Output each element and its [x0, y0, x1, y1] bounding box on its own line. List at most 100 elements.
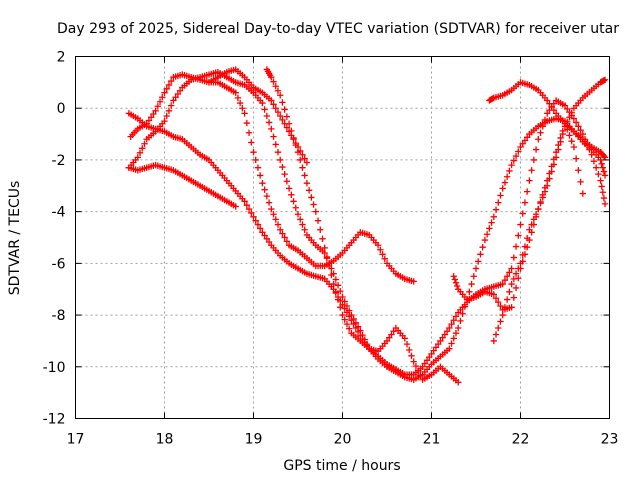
data-point: [252, 217, 259, 224]
data-point: [414, 367, 422, 374]
series-9: [486, 79, 609, 179]
data-point: [170, 97, 177, 104]
data-point: [386, 334, 393, 341]
data-point: [499, 185, 506, 192]
data-point: [495, 199, 502, 206]
data-point: [475, 258, 482, 265]
data-point: [150, 110, 157, 118]
data-point: [303, 180, 311, 187]
series-1: [127, 71, 417, 285]
data-point: [348, 317, 355, 324]
data-point: [263, 192, 271, 200]
data-point: [259, 229, 266, 236]
data-point: [319, 235, 326, 242]
data-point: [446, 345, 453, 352]
y-axis-ticks: -12 -10 -8 -6 -4 -2 0 2: [43, 50, 610, 428]
data-point: [261, 232, 268, 239]
data-point: [457, 317, 464, 325]
data-point: [501, 276, 509, 284]
data-point: [294, 211, 302, 218]
data-point: [503, 173, 511, 180]
data-point: [544, 177, 551, 184]
data-point: [279, 230, 286, 237]
data-point: [334, 282, 342, 289]
data-point: [176, 87, 184, 94]
data-point: [337, 304, 344, 311]
x-tick-label: 20: [334, 432, 352, 448]
data-point: [163, 112, 170, 120]
data-point: [283, 113, 291, 120]
data-point: [508, 304, 515, 311]
data-point: [321, 244, 328, 252]
data-point: [590, 158, 598, 165]
x-tick-label: 21: [423, 432, 441, 448]
data-point: [430, 347, 437, 354]
data-point: [537, 129, 544, 136]
data-point: [308, 194, 315, 201]
data-point: [254, 221, 262, 228]
data-point: [598, 160, 605, 168]
data-point: [332, 288, 340, 295]
data-point: [277, 226, 284, 233]
data-point: [446, 324, 453, 332]
data-point: [272, 83, 279, 90]
data-point: [535, 136, 542, 143]
data-point: [428, 350, 435, 358]
data-point: [495, 298, 502, 306]
y-tick-label: -10: [43, 360, 66, 376]
data-point: [600, 152, 608, 160]
data-point: [243, 119, 251, 127]
data-point: [452, 279, 460, 286]
data-point: [492, 331, 500, 338]
data-point: [388, 331, 395, 338]
data-point: [510, 254, 518, 261]
y-tick-label: 0: [57, 101, 66, 117]
data-point: [459, 310, 466, 317]
data-point: [288, 191, 295, 199]
data-point: [341, 316, 348, 323]
data-point: [301, 155, 308, 162]
data-point: [561, 102, 569, 109]
data-point: [299, 164, 306, 171]
data-point: [265, 238, 273, 246]
data-point: [455, 379, 462, 386]
series-2: [125, 68, 609, 383]
data-point: [265, 199, 273, 206]
data-point: [599, 164, 607, 171]
data-point: [572, 119, 580, 126]
data-point: [152, 107, 159, 114]
data-point: [270, 211, 277, 218]
data-point: [501, 304, 509, 311]
data-point: [512, 270, 520, 277]
data-point: [341, 305, 348, 312]
data-point: [301, 226, 308, 233]
data-point: [354, 328, 362, 336]
data-point: [450, 335, 457, 342]
data-point: [167, 77, 175, 85]
data-point: [572, 155, 580, 162]
data-point: [570, 115, 578, 122]
data-point: [512, 284, 520, 292]
data-point: [161, 89, 168, 96]
data-point: [252, 156, 259, 164]
data-point: [501, 179, 509, 186]
data-point: [165, 107, 173, 114]
data-point: [535, 205, 542, 213]
data-point: [600, 194, 608, 202]
data-point: [410, 358, 417, 365]
data-point: [408, 352, 415, 359]
data-point: [332, 276, 340, 283]
data-point: [523, 188, 531, 195]
data-point: [541, 116, 549, 124]
data-point: [281, 234, 288, 241]
data-point: [381, 255, 388, 263]
data-point: [270, 78, 277, 85]
data-point: [285, 185, 293, 192]
data-point: [305, 187, 313, 194]
data-point: [248, 139, 255, 146]
data-point: [432, 344, 440, 351]
data-point: [521, 137, 529, 144]
x-tick-label: 18: [156, 432, 174, 448]
data-point: [254, 164, 262, 171]
